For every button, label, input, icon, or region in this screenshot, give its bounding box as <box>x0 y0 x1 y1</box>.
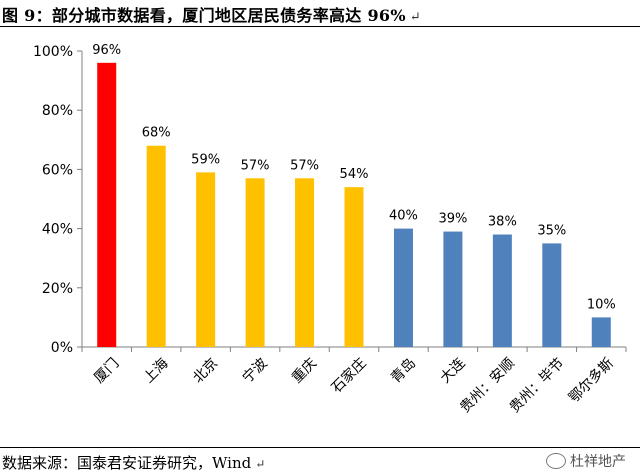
bar-8 <box>443 231 463 347</box>
bar-9 <box>492 234 512 347</box>
watermark-text: 杜祥地产 <box>570 454 626 470</box>
data-label: 57% <box>241 158 270 173</box>
y-tick-label: 100% <box>33 44 73 60</box>
category-label: 厦门 <box>91 355 122 386</box>
category-label: 鄂尔多斯 <box>565 355 617 407</box>
category-label: 石家庄 <box>328 355 370 397</box>
category-label: 大连 <box>437 355 468 386</box>
data-label: 68% <box>142 126 171 141</box>
y-tick-label: 80% <box>42 103 73 119</box>
bar-7 <box>393 228 413 347</box>
bar-6 <box>344 187 364 347</box>
source-text: 数据来源：国泰君安证券研究，Wind <box>2 454 252 472</box>
y-tick-label: 20% <box>42 281 73 297</box>
y-tick-label: 40% <box>42 222 73 238</box>
data-label: 57% <box>290 158 319 173</box>
figure-title: 图 9：部分城市数据看，厦门地区居民债务率高达 96% ↵ <box>2 2 421 26</box>
bar-1 <box>97 62 117 348</box>
bottom-rule <box>0 447 640 448</box>
return-mark-icon: ↵ <box>255 457 266 471</box>
figure-title-text: 图 9：部分城市数据看，厦门地区居民债务率高达 96% <box>2 6 406 25</box>
data-label: 10% <box>587 297 616 312</box>
category-label: 宁波 <box>239 355 271 387</box>
category-label: 北京 <box>190 355 221 386</box>
bar-11 <box>591 317 611 347</box>
bar-2 <box>146 145 166 347</box>
category-label: 重庆 <box>289 355 320 386</box>
y-tick-label: 0% <box>51 340 73 356</box>
bar-3 <box>196 172 216 347</box>
bar-5 <box>295 178 315 347</box>
source-note: 数据来源：国泰君安证券研究，Wind ↵ <box>2 452 265 473</box>
data-label: 59% <box>191 152 220 167</box>
category-label: 上海 <box>141 355 172 386</box>
top-rule <box>0 26 640 27</box>
data-label: 39% <box>438 212 467 227</box>
watermark: 杜祥地产 <box>546 451 626 471</box>
bar-10 <box>542 243 562 347</box>
bar-4 <box>245 178 265 347</box>
data-label: 96% <box>92 43 121 58</box>
data-label: 40% <box>389 209 418 224</box>
wechat-icon <box>546 453 566 469</box>
bar-chart: 0% 20% 40% 60% 80% 100% 96% 厦门 68% 上海 59% 北京 57% 宁波 57… <box>33 43 627 416</box>
data-label: 54% <box>340 167 369 182</box>
y-tick-label: 60% <box>42 162 73 178</box>
data-label: 38% <box>488 215 517 230</box>
category-label: 青岛 <box>388 355 419 386</box>
return-mark-icon: ↵ <box>409 10 422 25</box>
data-label: 35% <box>537 223 566 238</box>
